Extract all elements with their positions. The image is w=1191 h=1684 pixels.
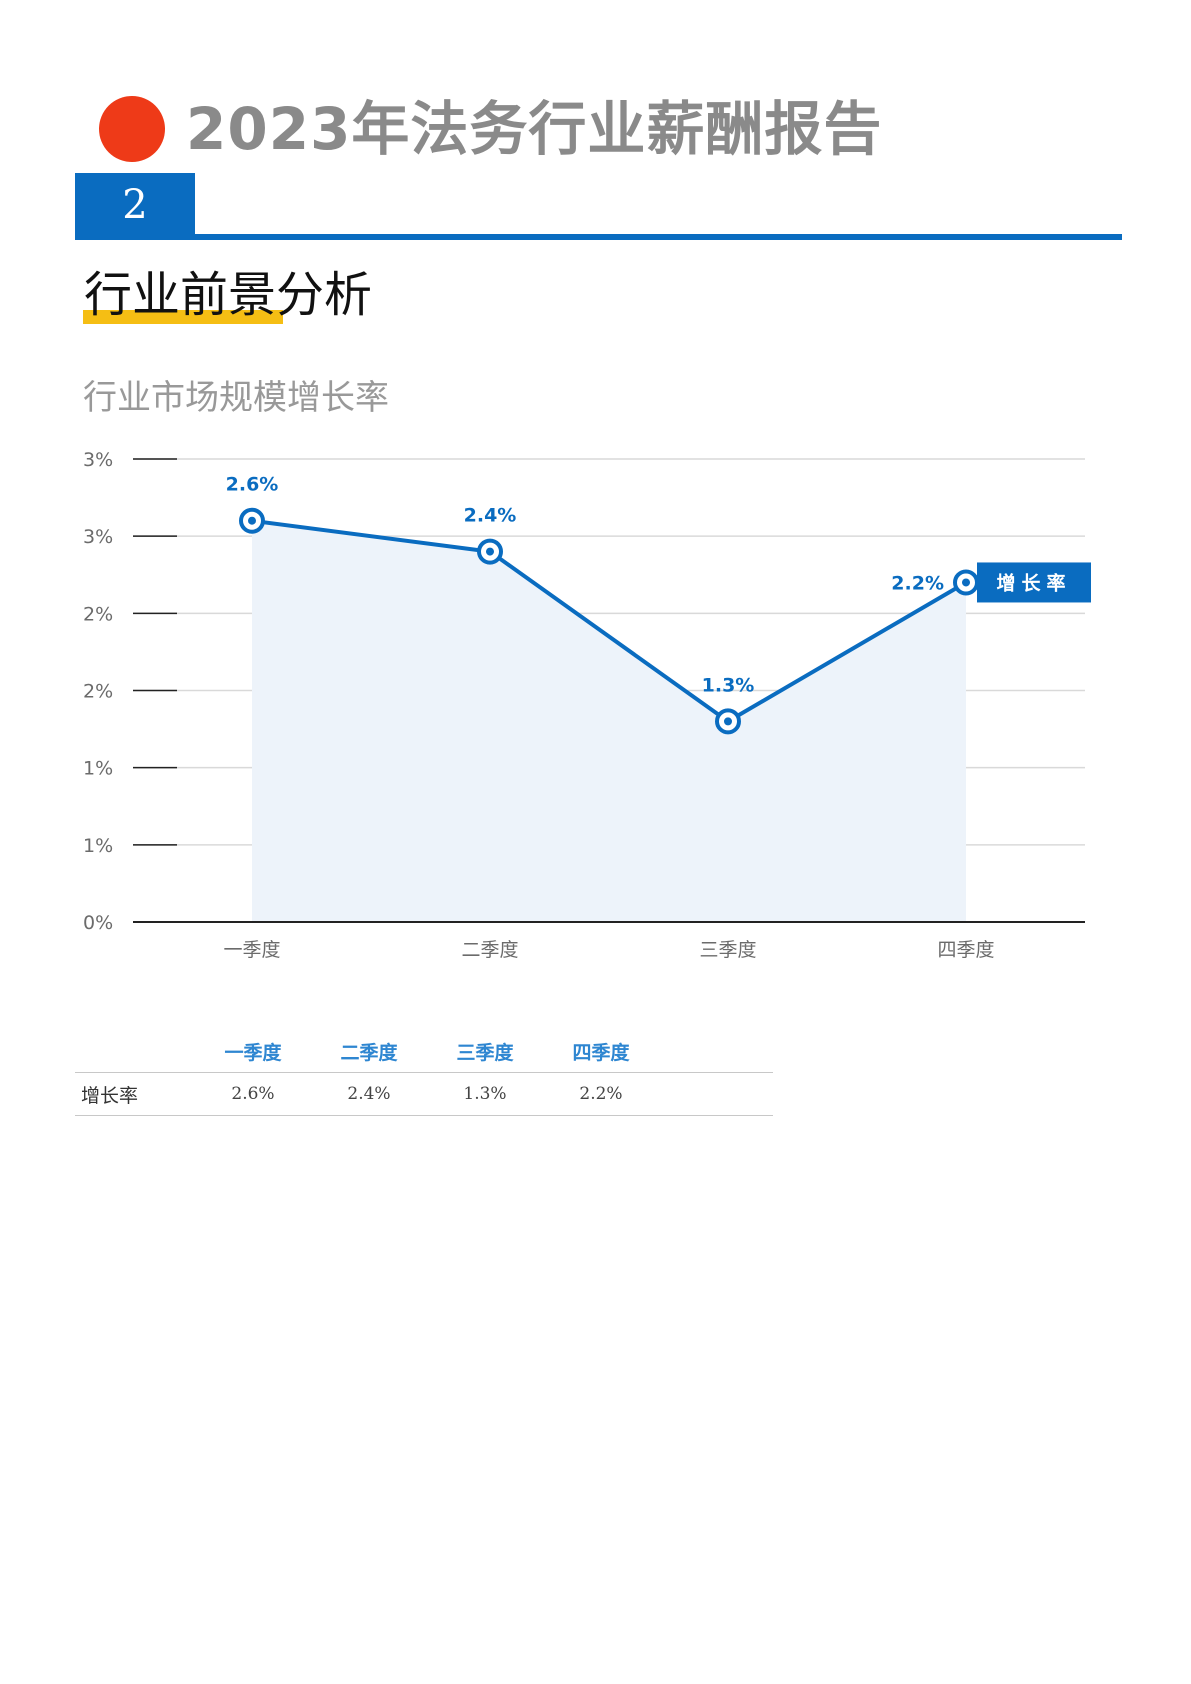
area-fill xyxy=(252,520,966,922)
chart-area xyxy=(252,520,966,922)
table-header-cell: 四季度 xyxy=(543,1030,659,1073)
section-rule xyxy=(75,234,1122,240)
x-tick-label: 四季度 xyxy=(937,939,994,961)
table-header-cell: 一季度 xyxy=(195,1030,311,1073)
table-header-cell xyxy=(659,1030,773,1073)
legend-label: 增长率 xyxy=(996,571,1071,594)
section-heading-highlight xyxy=(83,310,283,324)
legend-box xyxy=(977,562,1091,603)
table-cell: 1.3% xyxy=(427,1072,543,1116)
y-tick-label: 1% xyxy=(83,835,113,857)
data-point-center xyxy=(248,516,256,525)
table-header-cell xyxy=(75,1030,195,1073)
table-cell: 2.2% xyxy=(543,1072,659,1116)
table-row-label: 增长率 xyxy=(75,1072,195,1116)
report-title: 2023年法务行业薪酬报告 xyxy=(186,95,883,163)
section-number: 2 xyxy=(122,182,148,228)
chart-legend: 增长率 xyxy=(977,562,1091,603)
data-label: 2.6% xyxy=(226,474,279,496)
table-cell: 2.4% xyxy=(311,1072,427,1116)
table-row: 增长率 2.6% 2.4% 1.3% 2.2% xyxy=(75,1072,773,1116)
data-point-center xyxy=(486,547,494,556)
data-label: 2.4% xyxy=(464,505,517,527)
growth-rate-chart: 0%1%1%2%2%3%3%一季度 二季度 三季度 四季度 2.6%2.4%1.3%2… xyxy=(83,449,1091,961)
title-dot-icon xyxy=(99,96,165,162)
x-tick-label: 二季度 xyxy=(461,939,518,961)
section-heading: 行业前景分析 xyxy=(84,267,373,323)
y-tick-label: 3% xyxy=(83,526,113,548)
x-tick-label: 三季度 xyxy=(699,939,756,961)
data-label: 2.2% xyxy=(891,572,944,594)
section-number-box: 2 xyxy=(75,173,195,237)
table-header-row: 一季度 二季度 三季度 四季度 xyxy=(75,1030,773,1073)
series-line xyxy=(251,518,968,724)
y-tick-label: 1% xyxy=(83,758,113,780)
table-header-cell: 三季度 xyxy=(427,1030,543,1073)
data-point-center xyxy=(724,717,732,726)
y-tick-label: 2% xyxy=(83,681,113,703)
y-tick-label: 2% xyxy=(83,603,113,625)
chart-series xyxy=(239,507,979,735)
chart-axes: 0% 1% 1% 2% 2% 3% 3% 一季度 二季度 三季度 四季度 xyxy=(83,449,1085,961)
data-label: 1.3% xyxy=(702,674,755,696)
table-header-cell: 二季度 xyxy=(311,1030,427,1073)
x-tick-label: 一季度 xyxy=(223,939,280,961)
data-point-center xyxy=(962,578,970,587)
data-table: 一季度 二季度 三季度 四季度 增长率 2.6% 2.4% 1.3% 2.2% xyxy=(75,1030,773,1116)
y-tick-label: 3% xyxy=(83,449,113,471)
y-tick-label: 0% xyxy=(83,912,113,934)
table-cell xyxy=(659,1072,773,1116)
chart-title: 行业市场规模增长率 xyxy=(83,378,389,418)
chart-labels: 2.6% 2.4% 1.3% 2.2% xyxy=(226,474,944,697)
table-cell: 2.6% xyxy=(195,1072,311,1116)
